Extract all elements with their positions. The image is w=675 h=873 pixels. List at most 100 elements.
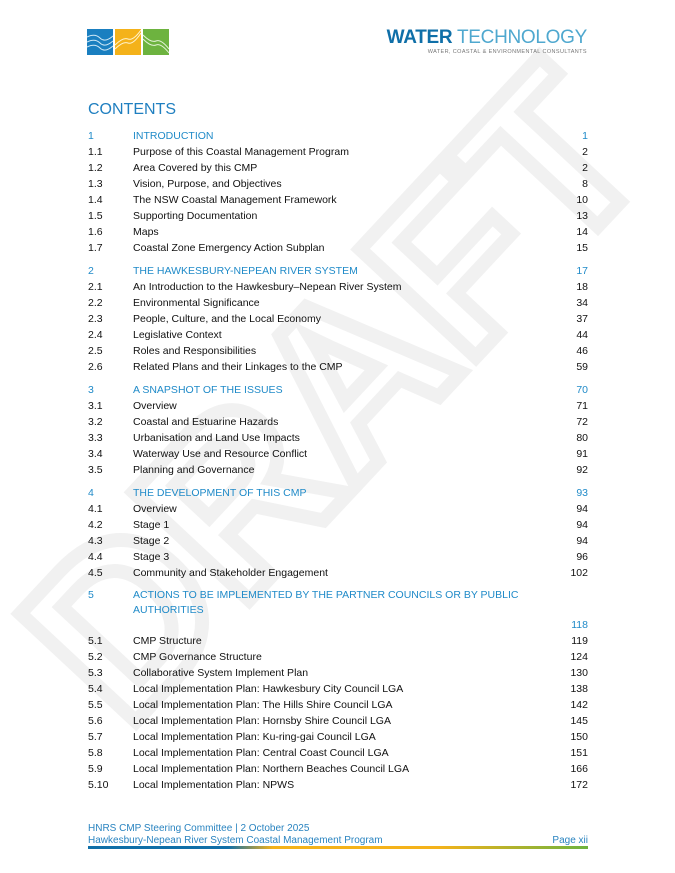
toc-entry-title[interactable]: Stage 3 — [133, 551, 170, 563]
toc-entry[interactable]: 5.4 Local Implementation Plan: Hawkesbury… — [88, 681, 588, 697]
toc-entry[interactable]: 1.7 Coastal Zone Emergency Action Subplan… — [88, 240, 588, 256]
toc-entry-page: 2 — [582, 162, 588, 174]
toc-entry[interactable]: 5.1 CMP Structure 119 — [88, 633, 588, 649]
toc-entry[interactable]: 3.1 Overview 71 — [88, 398, 588, 414]
toc-entry-title[interactable]: Related Plans and their Linkages to the … — [133, 361, 343, 373]
toc-entry-title[interactable]: Overview — [133, 503, 177, 515]
toc-entry[interactable]: 3.2 Coastal and Estuarine Hazards 72 — [88, 414, 588, 430]
toc-entry[interactable]: 5.7 Local Implementation Plan: Ku-ring-ga… — [88, 729, 588, 745]
toc-entry-number: 4.4 — [88, 551, 103, 563]
toc-section-title[interactable]: THE DEVELOPMENT OF THIS CMP — [133, 487, 307, 499]
toc-entry-title[interactable]: Planning and Governance — [133, 464, 255, 476]
toc-entry[interactable]: 1.3 Vision, Purpose, and Objectives 8 — [88, 176, 588, 192]
toc-entry-page: 46 — [576, 345, 588, 357]
toc-entry[interactable]: 1.1 Purpose of this Coastal Management Pr… — [88, 144, 588, 160]
toc-entry-title[interactable]: Local Implementation Plan: Hawkesbury Ci… — [133, 683, 404, 695]
toc-entry[interactable]: 5.8 Local Implementation Plan: Central Co… — [88, 745, 588, 761]
toc-entry-title[interactable]: Vision, Purpose, and Objectives — [133, 178, 282, 190]
toc-entry-title[interactable]: Overview — [133, 400, 177, 412]
toc-section-heading[interactable]: 1 INTRODUCTION 1 — [88, 128, 588, 144]
logo-tagline: WATER, COASTAL & ENVIRONMENTAL CONSULTAN… — [427, 49, 587, 55]
toc-entry-number: 2.5 — [88, 345, 103, 357]
toc-entry[interactable]: 3.4 Waterway Use and Resource Conflict 91 — [88, 446, 588, 462]
toc-entry-title[interactable]: Community and Stakeholder Engagement — [133, 567, 328, 579]
toc-section-title[interactable]: INTRODUCTION — [133, 130, 214, 142]
toc-section-heading[interactable]: 2 THE HAWKESBURY-NEPEAN RIVER SYSTEM 17 — [88, 263, 588, 279]
toc-entry[interactable]: 1.4 The NSW Coastal Management Framework 1… — [88, 192, 588, 208]
toc-entry-number: 5.9 — [88, 763, 103, 775]
toc-section-title[interactable]: ACTIONS TO BE IMPLEMENTED BY THE PARTNER… — [133, 589, 519, 616]
toc-section-title[interactable]: A SNAPSHOT OF THE ISSUES — [133, 384, 283, 396]
toc-entry-title[interactable]: Supporting Documentation — [133, 210, 258, 222]
toc-entry[interactable]: 5.10 Local Implementation Plan: NPWS 172 — [88, 777, 588, 793]
toc-section-heading[interactable]: 3 A SNAPSHOT OF THE ISSUES 70 — [88, 382, 588, 398]
toc-entry-title[interactable]: Waterway Use and Resource Conflict — [133, 448, 308, 460]
toc-entry[interactable]: 4.5 Community and Stakeholder Engagement 1… — [88, 565, 588, 581]
toc-entry-title[interactable]: Area Covered by this CMP — [133, 162, 258, 174]
table-of-contents: 1 INTRODUCTION 1 1.1 Purpose of this Coastal… — [88, 128, 588, 800]
toc-entry-title[interactable]: Local Implementation Plan: Northern Beac… — [133, 763, 410, 775]
toc-entry[interactable]: 2.2 Environmental Significance 34 — [88, 295, 588, 311]
toc-entry[interactable]: 2.6 Related Plans and their Linkages to t… — [88, 359, 588, 375]
toc-entry-page: 96 — [576, 551, 588, 563]
toc-entry[interactable]: 2.4 Legislative Context 44 — [88, 327, 588, 343]
toc-entry-title[interactable]: Stage 2 — [133, 535, 170, 547]
toc-entry[interactable]: 5.6 Local Implementation Plan: Hornsby Sh… — [88, 713, 588, 729]
toc-entry-title[interactable]: Stage 1 — [133, 519, 170, 531]
toc-entry[interactable]: 2.1 An Introduction to the Hawkesbury–Nep… — [88, 279, 588, 295]
toc-entry-title[interactable]: Local Implementation Plan: Ku-ring-gai C… — [133, 731, 376, 743]
toc-entry-number: 2.4 — [88, 329, 103, 341]
toc-entry[interactable]: 4.2 Stage 1 94 — [88, 517, 588, 533]
toc-entry-title[interactable]: People, Culture, and the Local Economy — [133, 313, 321, 325]
toc-entry-title[interactable]: Local Implementation Plan: The Hills Shi… — [133, 699, 393, 711]
toc-entry[interactable]: 1.5 Supporting Documentation 13 — [88, 208, 588, 224]
toc-entry[interactable]: 4.3 Stage 2 94 — [88, 533, 588, 549]
toc-entry-title[interactable]: Local Implementation Plan: Central Coast… — [133, 747, 389, 759]
toc-entry[interactable]: 1.2 Area Covered by this CMP 2 — [88, 160, 588, 176]
toc-entry-title[interactable]: Coastal Zone Emergency Action Subplan — [133, 242, 325, 254]
toc-entry-title[interactable]: CMP Governance Structure — [133, 651, 262, 663]
toc-entry-page: 166 — [570, 763, 588, 775]
toc-section: 5 ACTIONS TO BE IMPLEMENTED BY THE PARTNE… — [88, 588, 588, 793]
toc-entry-title[interactable]: Urbanisation and Land Use Impacts — [133, 432, 300, 444]
toc-entry-number: 2.2 — [88, 297, 103, 309]
toc-entry-title[interactable]: Collaborative System Implement Plan — [133, 667, 309, 679]
toc-entry[interactable]: 5.3 Collaborative System Implement Plan 13… — [88, 665, 588, 681]
toc-entry[interactable]: 2.5 Roles and Responsibilities 46 — [88, 343, 588, 359]
toc-entry-title[interactable]: Roles and Responsibilities — [133, 345, 257, 357]
toc-entry-title[interactable]: Environmental Significance — [133, 297, 260, 309]
toc-entry[interactable]: 4.1 Overview 94 — [88, 501, 588, 517]
toc-entry-title[interactable]: CMP Structure — [133, 635, 202, 647]
toc-entry[interactable]: 3.3 Urbanisation and Land Use Impacts 80 — [88, 430, 588, 446]
toc-entry-title[interactable]: Local Implementation Plan: Hornsby Shire… — [133, 715, 391, 727]
toc-entry-page: 94 — [576, 503, 588, 515]
water-technology-logo: WATER TECHNOLOGY WATER, COASTAL & ENVIRO… — [387, 28, 588, 56]
toc-entry-page: 150 — [570, 731, 588, 743]
toc-entry-number: 5.2 — [88, 651, 103, 663]
toc-entry-title[interactable]: Legislative Context — [133, 329, 222, 341]
toc-entry-page: 145 — [570, 715, 588, 727]
toc-entry-page: 34 — [576, 297, 588, 309]
toc-entry-page: 138 — [570, 683, 588, 695]
toc-entry[interactable]: 4.4 Stage 3 96 — [88, 549, 588, 565]
toc-section-heading[interactable]: 5 ACTIONS TO BE IMPLEMENTED BY THE PARTNE… — [88, 588, 588, 633]
footer-color-bar — [88, 846, 588, 849]
toc-section-page: 17 — [576, 265, 588, 277]
toc-section-number: 2 — [88, 265, 94, 277]
toc-section-title[interactable]: THE HAWKESBURY-NEPEAN RIVER SYSTEM — [133, 265, 358, 277]
toc-entry-title[interactable]: The NSW Coastal Management Framework — [133, 194, 337, 206]
toc-entry-title[interactable]: Local Implementation Plan: NPWS — [133, 779, 295, 791]
toc-entry[interactable]: 2.3 People, Culture, and the Local Econom… — [88, 311, 588, 327]
toc-entry-page: 92 — [576, 464, 588, 476]
toc-section-heading[interactable]: 4 THE DEVELOPMENT OF THIS CMP 93 — [88, 485, 588, 501]
toc-entry[interactable]: 5.5 Local Implementation Plan: The Hills … — [88, 697, 588, 713]
toc-entry[interactable]: 5.2 CMP Governance Structure 124 — [88, 649, 588, 665]
toc-entry[interactable]: 5.9 Local Implementation Plan: Northern B… — [88, 761, 588, 777]
toc-entry-title[interactable]: An Introduction to the Hawkesbury–Nepean… — [133, 281, 402, 293]
toc-entry-title[interactable]: Purpose of this Coastal Management Progr… — [133, 146, 349, 158]
contents-heading: CONTENTS — [88, 101, 176, 118]
toc-entry-title[interactable]: Coastal and Estuarine Hazards — [133, 416, 279, 428]
toc-entry[interactable]: 1.6 Maps 14 — [88, 224, 588, 240]
toc-entry[interactable]: 3.5 Planning and Governance 92 — [88, 462, 588, 478]
toc-entry-title[interactable]: Maps — [133, 226, 159, 238]
